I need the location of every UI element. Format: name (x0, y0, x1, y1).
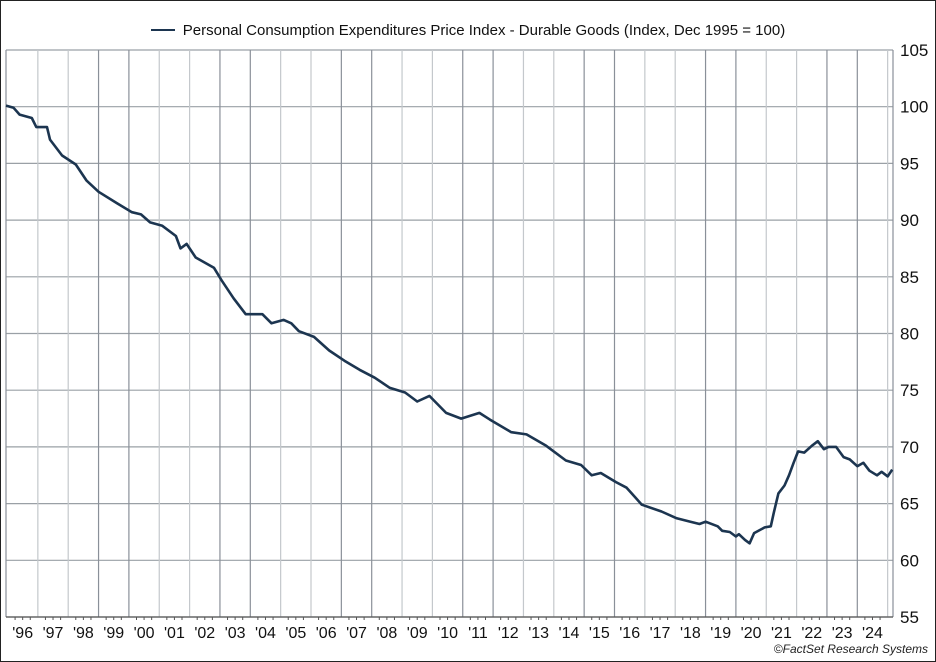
x-tick-label: '13 (528, 625, 549, 642)
x-tick-label: '21 (771, 625, 792, 642)
x-tick-label: '17 (650, 625, 671, 642)
y-tick-label: 65 (900, 495, 919, 514)
x-tick-label: '18 (680, 625, 701, 642)
x-tick-label: '05 (285, 625, 306, 642)
y-tick-label: 85 (900, 268, 919, 287)
x-tick-label: '12 (498, 625, 519, 642)
x-tick-label: '19 (710, 625, 731, 642)
x-tick-label: '10 (437, 625, 458, 642)
x-tick-label: '11 (468, 625, 488, 642)
y-tick-label: 100 (900, 98, 928, 117)
x-tick-label: '96 (12, 625, 33, 642)
x-tick-label: '16 (619, 625, 640, 642)
x-tick-label: '23 (832, 625, 853, 642)
x-tick-label: '04 (255, 625, 276, 642)
x-tick-label: '24 (862, 625, 883, 642)
x-tick-label: '03 (225, 625, 246, 642)
x-tick-label: '22 (801, 625, 822, 642)
series-line-pce-durable-goods (5, 104, 894, 545)
y-tick-label: 95 (900, 154, 919, 173)
legend-label: Personal Consumption Expenditures Price … (182, 22, 786, 39)
x-tick-label: '06 (316, 625, 337, 642)
y-tick-label: 70 (900, 438, 919, 457)
legend: Personal Consumption Expenditures Price … (1, 22, 935, 39)
x-tick-label: '09 (407, 625, 428, 642)
legend-line-swatch (150, 29, 175, 32)
x-tick-label: '02 (194, 625, 215, 642)
x-tick-label: '01 (164, 625, 185, 642)
x-tick-label: '08 (376, 625, 397, 642)
y-tick-label: 80 (900, 325, 919, 344)
x-tick-label: '20 (741, 625, 762, 642)
x-tick-label: '07 (346, 625, 367, 642)
y-tick-label: 90 (900, 211, 919, 230)
x-tick-label: '97 (43, 625, 64, 642)
source-credit: ©FactSet Research Systems (773, 642, 928, 656)
x-tick-label: '14 (559, 625, 580, 642)
y-tick-label: 105 (900, 41, 928, 60)
x-tick-label: '15 (589, 625, 610, 642)
x-tick-label: '00 (134, 625, 155, 642)
x-tick-label: '99 (103, 625, 124, 642)
y-tick-label: 60 (900, 551, 919, 570)
y-tick-label: 55 (900, 608, 919, 627)
y-tick-label: 75 (900, 381, 919, 400)
x-tick-label: '98 (73, 625, 94, 642)
